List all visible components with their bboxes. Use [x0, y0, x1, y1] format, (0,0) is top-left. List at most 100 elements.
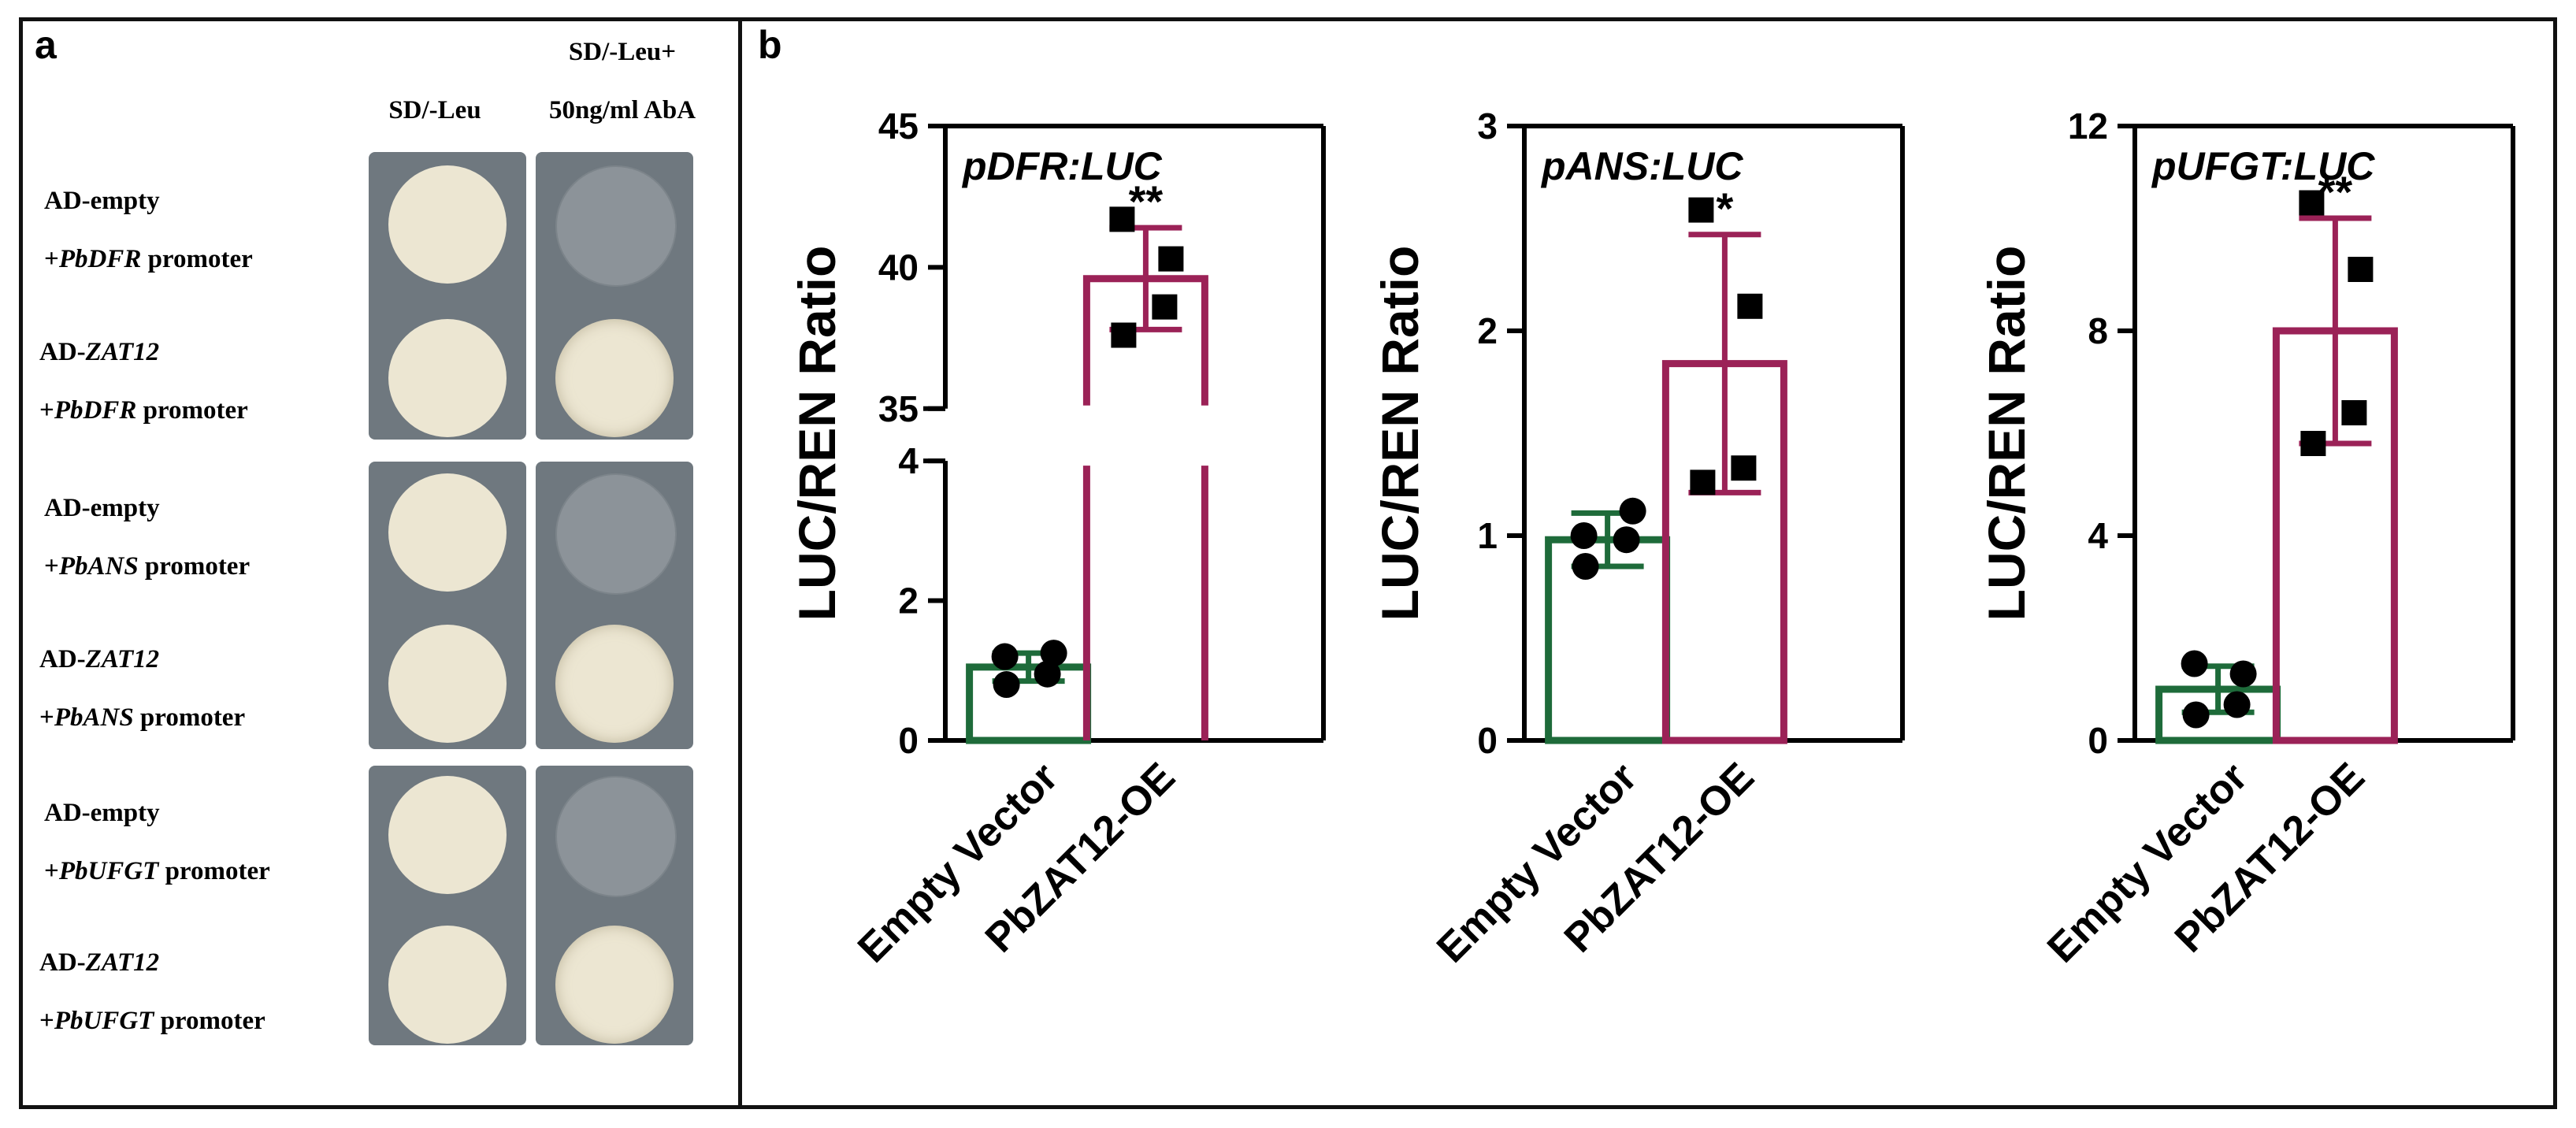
- row-label-promoter-word: promoter: [133, 703, 246, 732]
- y-tick-label: 8: [2088, 310, 2108, 351]
- significance-marker: **: [1129, 176, 1164, 226]
- data-point-square: [2300, 431, 2326, 456]
- row-label-line2: +PbDFR promoter: [44, 230, 375, 288]
- row-label-line1: AD-ZAT12: [39, 630, 370, 688]
- data-point-circle: [2223, 691, 2251, 718]
- y-tick-label: 4: [898, 440, 919, 481]
- row-label-line2: +PbANS promoter: [44, 537, 375, 596]
- row-label-line1: AD-empty: [44, 172, 375, 230]
- row-label-promoter-word: promoter: [141, 245, 253, 273]
- colony-spot-aba-5: [555, 776, 677, 897]
- data-point-square: [1152, 294, 1178, 320]
- y-tick-label: 4: [2088, 515, 2108, 556]
- bar-1: [1545, 536, 1671, 744]
- y-tick-label: 1: [1477, 515, 1498, 556]
- colony-spot-sd-2: [388, 319, 507, 437]
- data-point-circle: [1613, 526, 1640, 554]
- data-point-square: [1688, 197, 1714, 223]
- row-label-gene: ZAT12: [85, 645, 160, 673]
- y-tick-label: 45: [878, 106, 919, 147]
- data-point-circle: [2181, 650, 2208, 677]
- row-label-plus: +: [44, 857, 59, 885]
- x-category-label: Empty Vector: [849, 754, 1067, 971]
- row-label-construct: AD-empty: [44, 799, 160, 827]
- row-label-line1: AD-ZAT12: [39, 933, 370, 992]
- row-label-promoter-word: promoter: [138, 552, 251, 581]
- row-label-promoter-word: promoter: [154, 1007, 265, 1035]
- data-point-square: [1111, 322, 1137, 348]
- row-label-promoter-word: promoter: [136, 396, 248, 425]
- data-point-circle: [1572, 553, 1599, 580]
- data-point-circle: [2182, 701, 2210, 729]
- row-label-line2: +PbDFR promoter: [39, 381, 370, 440]
- row-label-plus: +: [44, 245, 59, 273]
- row-label-prefix: AD-: [39, 645, 86, 673]
- col-header-sd-leu-aba-2: 50ng/ml AbA: [548, 96, 696, 124]
- data-point-square: [1158, 246, 1184, 272]
- row-label-plus: +: [44, 552, 59, 581]
- row-label-3: AD-empty +PbANS promoter: [44, 479, 375, 596]
- row-label-promoter-gene: PbDFR: [58, 245, 142, 273]
- data-point-circle: [1570, 522, 1598, 549]
- x-category-label: Empty Vector: [1428, 754, 1646, 971]
- significance-marker: *: [1717, 184, 1734, 233]
- row-label-promoter-gene: PbDFR: [54, 396, 137, 425]
- row-label-5: AD-empty +PbUFGT promoter: [44, 784, 375, 900]
- y-axis-label: LUC/REN Ratio: [788, 246, 846, 622]
- y-tick-label: 40: [878, 247, 919, 288]
- data-point-square: [1690, 469, 1716, 495]
- row-label-line1: AD-empty: [44, 784, 375, 842]
- colony-spot-aba-3: [555, 473, 677, 595]
- colony-spot-sd-6: [388, 926, 507, 1044]
- row-label-1: AD-empty +PbDFR promoter: [44, 172, 375, 288]
- row-label-line1: AD-empty: [44, 479, 375, 537]
- panel-b-label: b: [758, 23, 782, 67]
- significance-marker: **: [2318, 167, 2353, 217]
- row-label-6: AD-ZAT12 +PbUFGT promoter: [39, 933, 370, 1050]
- row-label-line2: +PbANS promoter: [39, 688, 370, 747]
- panel-divider: [738, 17, 742, 1109]
- data-point-square: [1109, 206, 1135, 232]
- colony-spot-sd-4: [388, 625, 507, 743]
- y-axis-label: LUC/REN Ratio: [1977, 246, 2036, 622]
- data-point-circle: [1034, 660, 1061, 688]
- row-label-prefix: AD-: [39, 338, 86, 366]
- data-point-circle: [1619, 497, 1646, 525]
- y-tick-label: 0: [898, 720, 919, 761]
- colony-spot-sd-5: [388, 776, 507, 894]
- row-label-plus: +: [39, 1007, 54, 1035]
- y-tick-label: 35: [878, 388, 919, 429]
- data-point-circle: [991, 643, 1019, 670]
- col-header-sd-leu-aba-1: SD/-Leu+: [568, 38, 677, 66]
- y-tick-label: 0: [1477, 720, 1498, 761]
- chart-title: pANS:LUC: [1540, 144, 1743, 188]
- data-point-square: [1737, 293, 1763, 319]
- row-label-prefix: AD-: [39, 948, 86, 977]
- row-label-plus: +: [39, 703, 54, 732]
- y-tick-label: 2: [1477, 310, 1498, 351]
- row-label-4: AD-ZAT12 +PbANS promoter: [39, 630, 370, 747]
- panel-a-label: a: [35, 23, 57, 67]
- colony-spot-sd-1: [388, 165, 507, 284]
- data-point-square: [1731, 455, 1757, 481]
- data-point-square: [2341, 400, 2367, 425]
- row-label-construct: AD-empty: [44, 187, 160, 215]
- row-label-promoter-word: promoter: [158, 857, 270, 885]
- row-label-promoter-gene: PbUFGT: [54, 1007, 154, 1035]
- colony-spot-aba-6: [555, 926, 674, 1044]
- row-label-gene: ZAT12: [85, 948, 160, 977]
- colony-spot-sd-3: [388, 473, 507, 592]
- chart-title: pDFR:LUC: [961, 144, 1163, 188]
- row-label-promoter-gene: PbANS: [54, 703, 134, 732]
- y-tick-label: 2: [898, 581, 919, 622]
- data-point-square: [2299, 190, 2325, 216]
- data-point-circle: [993, 671, 1020, 699]
- row-label-gene: ZAT12: [85, 338, 160, 366]
- row-label-promoter-gene: PbANS: [58, 552, 139, 581]
- row-label-promoter-gene: PbUFGT: [58, 857, 159, 885]
- data-point-circle: [1040, 640, 1067, 667]
- col-header-sd-leu: SD/-Leu: [388, 96, 481, 124]
- y-axis-label: LUC/REN Ratio: [1371, 246, 1429, 622]
- y-tick-label: 0: [2088, 720, 2108, 761]
